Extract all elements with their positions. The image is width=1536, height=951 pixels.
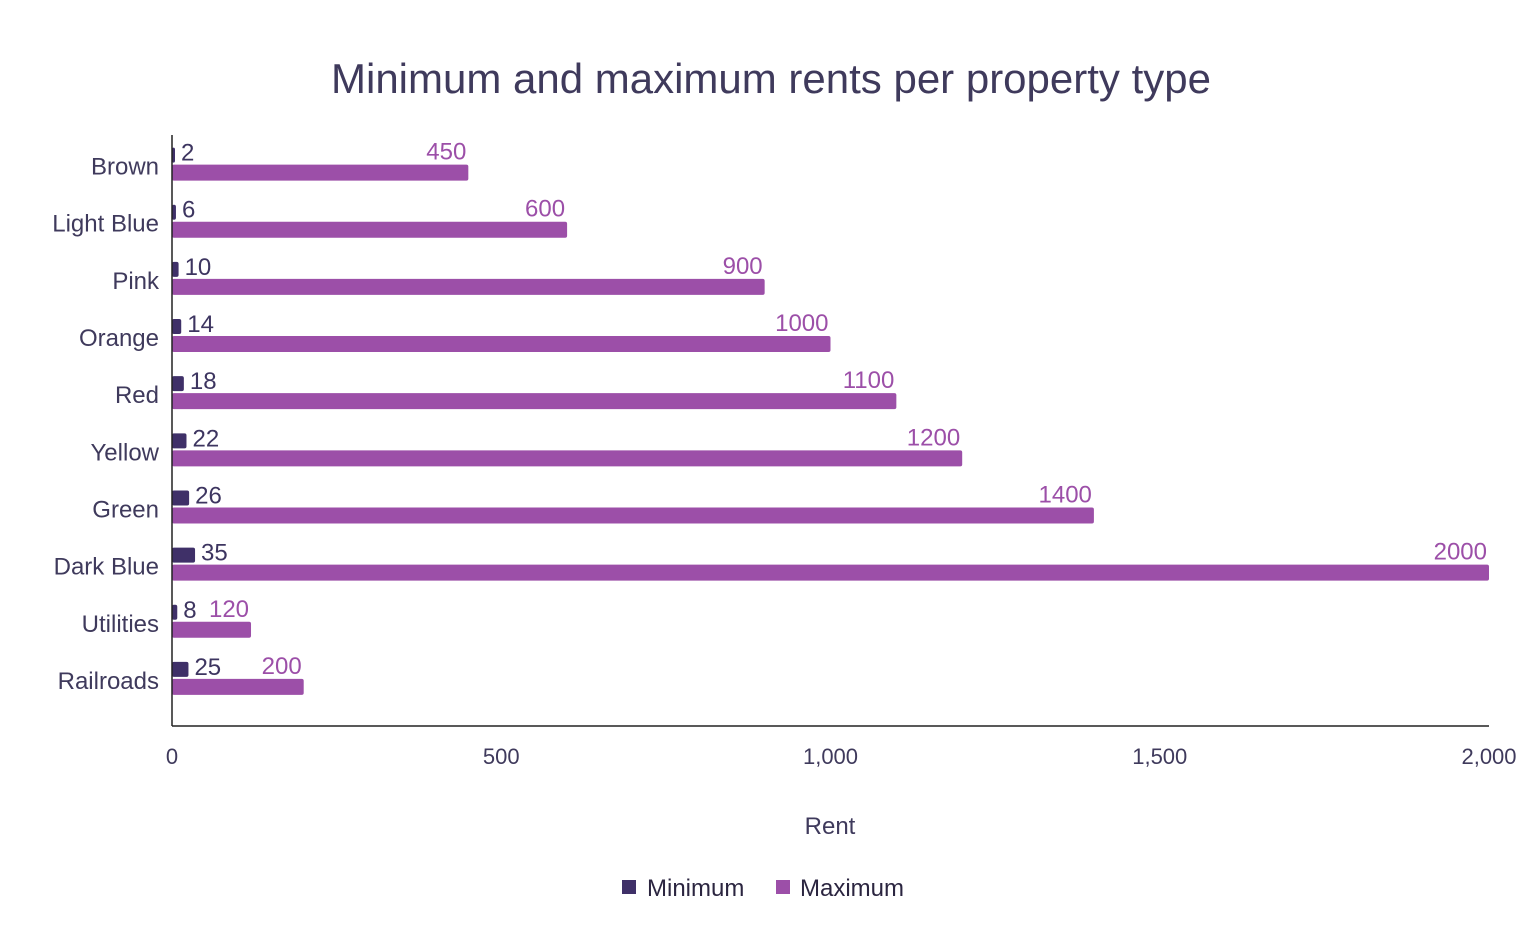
data-label-maximum: 1200 bbox=[907, 424, 960, 451]
data-label-maximum: 1000 bbox=[775, 310, 828, 337]
data-label-minimum: 25 bbox=[194, 654, 221, 681]
bar-maximum bbox=[172, 393, 897, 410]
data-label-minimum: 22 bbox=[192, 425, 219, 452]
bar-minimum bbox=[172, 319, 182, 335]
legend-label-minimum: Minimum bbox=[647, 875, 744, 902]
data-label-maximum: 120 bbox=[209, 596, 249, 623]
bar-maximum bbox=[172, 678, 304, 695]
bar-minimum bbox=[172, 261, 179, 277]
bar-minimum bbox=[172, 547, 196, 563]
category-label: Utilities bbox=[82, 611, 159, 638]
category-label: Light Blue bbox=[52, 211, 159, 238]
category-label: Pink bbox=[112, 268, 160, 295]
bar-maximum bbox=[172, 450, 963, 467]
x-tick-label: 0 bbox=[166, 744, 178, 769]
data-label-minimum: 6 bbox=[182, 197, 195, 224]
x-tick-label: 500 bbox=[483, 744, 520, 769]
bar-maximum bbox=[172, 621, 252, 638]
chart-title: Minimum and maximum rents per property t… bbox=[331, 55, 1211, 102]
category-label: Green bbox=[92, 496, 159, 523]
bar-minimum bbox=[172, 376, 184, 392]
bar-maximum bbox=[172, 278, 765, 295]
legend-swatch-minimum bbox=[622, 880, 636, 894]
bar-minimum bbox=[172, 490, 190, 506]
bar-maximum bbox=[172, 164, 469, 181]
data-label-maximum: 1400 bbox=[1039, 481, 1092, 508]
legend-swatch-maximum bbox=[776, 880, 790, 894]
category-label: Yellow bbox=[91, 439, 160, 466]
data-label-maximum: 900 bbox=[723, 253, 763, 280]
category-label: Brown bbox=[91, 154, 159, 181]
category-label: Dark Blue bbox=[54, 554, 159, 581]
bar-maximum bbox=[172, 507, 1094, 524]
data-label-maximum: 450 bbox=[426, 139, 466, 166]
x-tick-label: 1,000 bbox=[803, 744, 858, 769]
data-label-maximum: 200 bbox=[262, 653, 302, 680]
data-label-maximum: 600 bbox=[525, 196, 565, 223]
data-label-minimum: 35 bbox=[201, 540, 228, 567]
category-label: Red bbox=[115, 382, 159, 409]
x-tick-label: 1,500 bbox=[1132, 744, 1187, 769]
data-label-minimum: 8 bbox=[183, 597, 196, 624]
legend-label-maximum: Maximum bbox=[800, 875, 904, 902]
bar-minimum bbox=[172, 661, 189, 677]
data-label-maximum: 1100 bbox=[843, 367, 895, 394]
bar-minimum bbox=[172, 433, 187, 449]
bar-maximum bbox=[172, 336, 831, 353]
x-axis-label: Rent bbox=[805, 813, 856, 840]
data-label-maximum: 2000 bbox=[1434, 539, 1487, 566]
bar-minimum bbox=[172, 604, 178, 620]
data-label-minimum: 18 bbox=[190, 368, 217, 395]
data-label-minimum: 10 bbox=[185, 254, 212, 281]
category-label: Orange bbox=[79, 325, 159, 352]
bar-minimum bbox=[172, 204, 176, 220]
bar-maximum bbox=[172, 221, 568, 238]
bar-maximum bbox=[172, 564, 1489, 581]
category-label: Railroads bbox=[58, 668, 159, 695]
data-label-minimum: 2 bbox=[181, 140, 194, 167]
legend: Minimum Maximum bbox=[622, 875, 904, 902]
x-tick-label: 2,000 bbox=[1461, 744, 1516, 769]
data-label-minimum: 26 bbox=[195, 482, 222, 509]
data-label-minimum: 14 bbox=[187, 311, 214, 338]
